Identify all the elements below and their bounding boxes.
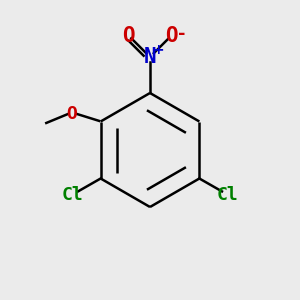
Text: O: O bbox=[66, 105, 77, 123]
Text: Cl: Cl bbox=[61, 186, 83, 204]
Text: +: + bbox=[153, 44, 164, 57]
Text: Cl: Cl bbox=[217, 186, 239, 204]
Text: O: O bbox=[165, 26, 178, 46]
Text: N: N bbox=[144, 47, 156, 67]
Text: O: O bbox=[122, 26, 135, 46]
Text: -: - bbox=[178, 25, 185, 43]
